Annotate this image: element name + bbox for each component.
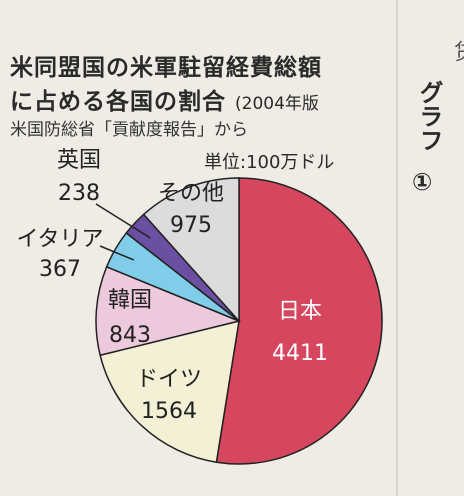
chart-source: 米国防総省「貢献度報告」から	[10, 120, 248, 140]
slice-value-korea: 843	[109, 323, 151, 348]
slice-value-germany: 1564	[141, 399, 197, 424]
chart-title-line2: に占める各国の割合 (2004年版	[10, 82, 319, 116]
leader-line-italy	[99, 245, 135, 261]
chart-title-line2-text: に占める各国の割合	[10, 89, 226, 115]
side-edge-text: 贷	[450, 40, 464, 62]
graph-number: ①	[412, 168, 433, 196]
slice-label-germany: ドイツ	[136, 367, 202, 392]
leader-line-uk	[95, 203, 151, 239]
pie-slice-korea	[95, 265, 242, 357]
column-divider	[396, 0, 398, 496]
chart-title-year: (2004年版	[235, 94, 319, 114]
slice-label-japan: 日本	[278, 299, 322, 324]
slice-value-japan: 4411	[272, 341, 328, 366]
pie-slice-others	[142, 177, 240, 323]
chart-unit: 単位:100万ドル	[204, 152, 335, 173]
graph-label: グラフ	[415, 80, 443, 152]
pie-slice-germany	[99, 320, 240, 464]
slice-label-uk: 英国	[57, 148, 101, 173]
chart-title-line1: 米同盟国の米軍駐留経費総額	[10, 55, 322, 81]
slice-label-others: その他	[158, 181, 224, 206]
pie-slice-japan	[215, 177, 383, 465]
slice-label-korea: 韓国	[108, 288, 152, 313]
slice-label-italy: イタリア	[16, 227, 103, 252]
slice-value-others: 975	[170, 213, 212, 238]
slice-value-uk: 238	[58, 181, 100, 206]
slice-value-italy: 367	[39, 257, 81, 282]
